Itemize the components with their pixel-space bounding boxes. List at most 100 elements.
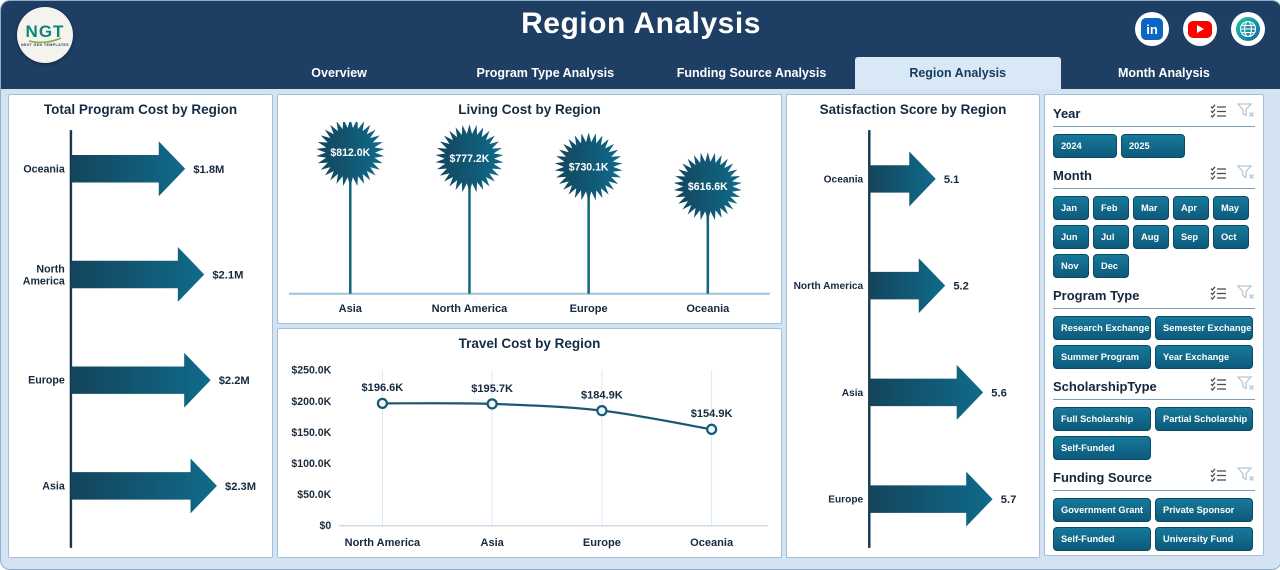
living-cost-chart: $812.0K Asia $777.2K North America $730.1K Eu…: [281, 122, 778, 320]
filter-section-title: Month: [1053, 167, 1092, 183]
chart-panel-travel-cost: Travel Cost by Region $0 $50.0K $100.0K $15…: [277, 328, 782, 558]
tab-overview[interactable]: Overview: [311, 66, 367, 80]
filter-funding-source-university-fund[interactable]: University Fund: [1155, 527, 1253, 551]
svg-text:$154.9K: $154.9K: [691, 408, 733, 420]
svg-text:North America: North America: [432, 303, 508, 315]
svg-text:Asia: Asia: [480, 537, 504, 549]
globe-icon[interactable]: [1231, 12, 1265, 46]
linkedin-icon[interactable]: in: [1135, 12, 1169, 46]
filter-scholarshiptype-full-scholarship[interactable]: Full Scholarship: [1053, 407, 1151, 431]
logo-text: NGT: [25, 21, 65, 41]
filter-program-type-research-exchange[interactable]: Research Exchange: [1053, 316, 1151, 340]
social-icons: in: [1135, 12, 1265, 46]
filter-month-sep[interactable]: Sep: [1173, 225, 1209, 249]
svg-text:North America: North America: [345, 537, 421, 549]
svg-text:Oceania: Oceania: [23, 163, 65, 175]
filter-funding-source-self-funded[interactable]: Self-Funded: [1053, 527, 1151, 551]
svg-text:$1.8M: $1.8M: [193, 164, 224, 176]
svg-text:$616.6K: $616.6K: [688, 181, 728, 193]
chart-panel-living-cost: Living Cost by Region $812.0K Asia $777.2K…: [277, 94, 782, 324]
chart-panel-satisfaction-score: Satisfaction Score by Region Oceania 5.1 N…: [786, 94, 1040, 558]
filter-funding-source-private-sponsor[interactable]: Private Sponsor: [1155, 498, 1253, 522]
satisfaction-score-chart: Oceania 5.1 North America 5.2 Asia 5.6 Europe 5…: [790, 122, 1036, 554]
multi-select-icon[interactable]: [1210, 467, 1227, 487]
filter-section-title: Year: [1053, 105, 1081, 121]
tab-month-analysis[interactable]: Month Analysis: [1117, 66, 1210, 80]
youtube-icon[interactable]: [1183, 12, 1217, 46]
svg-text:Oceania: Oceania: [824, 174, 864, 185]
filter-month-oct[interactable]: Oct: [1213, 225, 1249, 249]
chart-title-living-cost: Living Cost by Region: [458, 102, 601, 117]
filter-year-2025[interactable]: 2025: [1121, 134, 1185, 158]
svg-text:$250.0K: $250.0K: [291, 365, 331, 377]
filter-scholarshiptype-self-funded[interactable]: Self-Funded: [1053, 436, 1151, 460]
svg-text:$2.3M: $2.3M: [225, 481, 256, 493]
section-divider: [1053, 490, 1255, 491]
filter-month-may[interactable]: May: [1213, 196, 1249, 220]
svg-text:$812.0K: $812.0K: [330, 147, 370, 159]
filter-month-nov[interactable]: Nov: [1053, 254, 1089, 278]
filter-section-scholarshiptype: ScholarshipType Full Scholarship Partial S…: [1053, 376, 1255, 460]
filter-section-title: ScholarshipType: [1053, 378, 1157, 394]
filter-month-jun[interactable]: Jun: [1053, 225, 1089, 249]
tab-region-analysis[interactable]: Region Analysis: [854, 57, 1061, 89]
filter-section-program-type: Program Type Research Exchange Semester Ex…: [1053, 285, 1255, 369]
multi-select-icon[interactable]: [1210, 165, 1227, 185]
svg-text:$0: $0: [319, 520, 331, 532]
filter-panel: Year 2024 2025 Month Jan Feb Mar Apr May Jun Jul Au…: [1044, 94, 1264, 556]
tab-funding-source-analysis[interactable]: Funding Source Analysis: [676, 66, 827, 80]
filter-program-type-year-exchange[interactable]: Year Exchange: [1155, 345, 1253, 369]
filter-month-aug[interactable]: Aug: [1133, 225, 1169, 249]
svg-text:Oceania: Oceania: [690, 537, 734, 549]
clear-filter-icon[interactable]: [1236, 165, 1255, 185]
page-title: Region Analysis: [521, 7, 761, 40]
filter-section-title: Funding Source: [1053, 469, 1152, 485]
clear-filter-icon[interactable]: [1236, 285, 1255, 305]
filter-section-month: Month Jan Feb Mar Apr May Jun Jul Aug Sep Oct Nov De…: [1053, 165, 1255, 278]
clear-filter-icon[interactable]: [1236, 376, 1255, 396]
filter-month-apr[interactable]: Apr: [1173, 196, 1209, 220]
svg-text:$2.2M: $2.2M: [219, 375, 250, 387]
filter-scholarshiptype-partial-scholarship[interactable]: Partial Scholarship: [1155, 407, 1253, 431]
tab-program-type-analysis[interactable]: Program Type Analysis: [476, 66, 615, 80]
logo-swoosh-icon: [28, 36, 62, 43]
svg-text:Asia: Asia: [42, 480, 65, 492]
filter-funding-source-government-grant[interactable]: Government Grant: [1053, 498, 1151, 522]
svg-text:$730.1K: $730.1K: [569, 161, 609, 173]
svg-text:$2.1M: $2.1M: [212, 270, 243, 282]
section-divider: [1053, 126, 1255, 127]
clear-filter-icon[interactable]: [1236, 103, 1255, 123]
svg-text:$150.0K: $150.0K: [291, 427, 331, 439]
svg-text:Asia: Asia: [842, 388, 864, 399]
svg-text:Europe: Europe: [28, 375, 65, 387]
filter-month-mar[interactable]: Mar: [1133, 196, 1169, 220]
header: NGT NEXT GEN TEMPLATES Region Analysis i…: [1, 1, 1280, 89]
section-divider: [1053, 399, 1255, 400]
nav-tabs: Overview Program Type Analysis Funding Sou…: [236, 57, 1267, 89]
total-program-cost-chart: Oceania $1.8M North America $2.1M Europe $2.2M…: [12, 122, 269, 554]
svg-text:$200.0K: $200.0K: [291, 396, 331, 408]
filter-month-jan[interactable]: Jan: [1053, 196, 1089, 220]
filter-year-2024[interactable]: 2024: [1053, 134, 1117, 158]
svg-text:Europe: Europe: [828, 495, 863, 506]
multi-select-icon[interactable]: [1210, 285, 1227, 305]
travel-cost-chart: $0 $50.0K $100.0K $150.0K $200.0K $250.0K $196…: [281, 356, 778, 554]
multi-select-icon[interactable]: [1210, 376, 1227, 396]
filter-program-type-semester-exchange[interactable]: Semester Exchange: [1155, 316, 1253, 340]
filter-month-feb[interactable]: Feb: [1093, 196, 1129, 220]
filter-program-type-summer-program[interactable]: Summer Program: [1053, 345, 1151, 369]
clear-filter-icon[interactable]: [1236, 467, 1255, 487]
svg-text:$196.6K: $196.6K: [362, 382, 404, 394]
chart-title-travel-cost: Travel Cost by Region: [458, 336, 601, 351]
svg-text:5.6: 5.6: [991, 387, 1007, 399]
svg-text:Europe: Europe: [570, 303, 608, 315]
svg-text:Oceania: Oceania: [686, 303, 730, 315]
filter-section-funding-source: Funding Source Government Grant Private Sp…: [1053, 467, 1255, 551]
filter-month-jul[interactable]: Jul: [1093, 225, 1129, 249]
filter-month-dec[interactable]: Dec: [1093, 254, 1129, 278]
multi-select-icon[interactable]: [1210, 103, 1227, 123]
svg-text:Asia: Asia: [339, 303, 363, 315]
filter-section-year: Year 2024 2025: [1053, 103, 1255, 158]
